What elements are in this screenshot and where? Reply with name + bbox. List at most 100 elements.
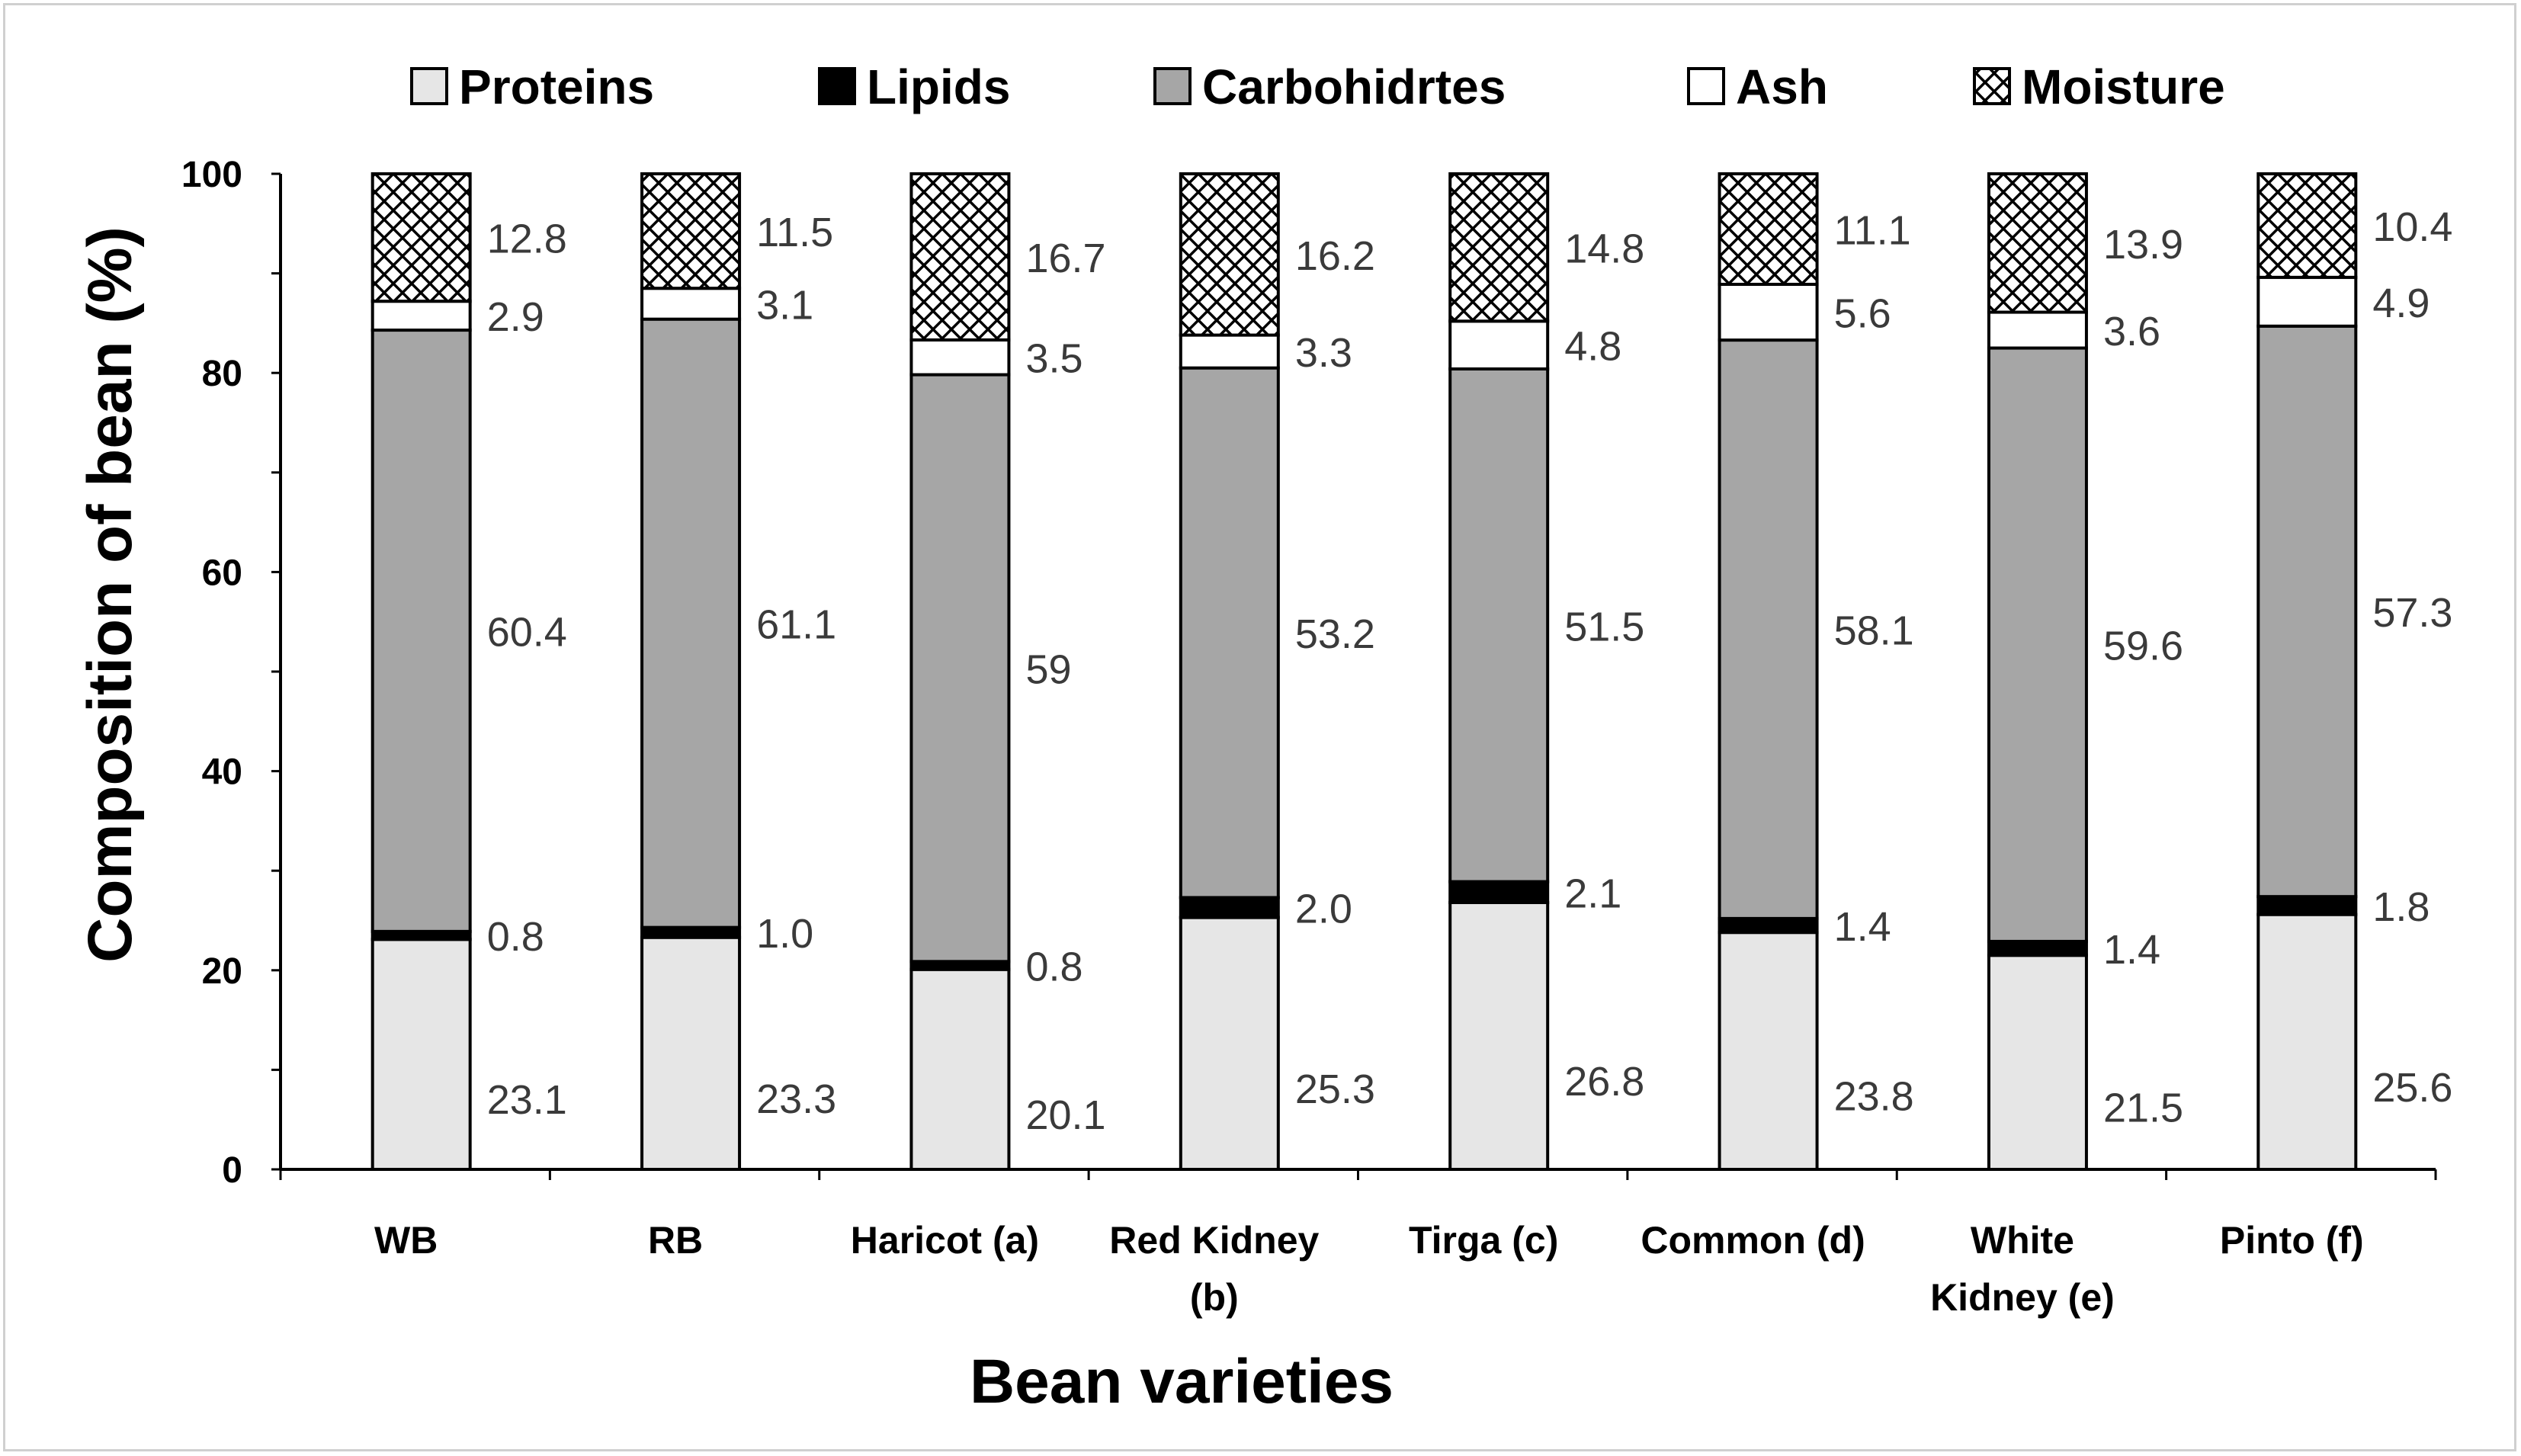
x-category-label: (b): [1190, 1276, 1239, 1319]
data-label-ash: 3.1: [756, 282, 813, 328]
y-tick-label: 60: [202, 553, 242, 593]
bar-segment-proteins: [640, 935, 742, 1172]
y-tick-label: 0: [222, 1150, 242, 1191]
bar-segment-lipids: [2256, 895, 2358, 916]
bar-segment-ash: [1448, 319, 1550, 370]
data-label-lipids: 1.0: [756, 911, 813, 957]
y-axis: 0 20 40 60 80 100: [181, 155, 282, 1191]
legend-label-carbohidrtes: Carbohidrtes: [1202, 59, 1506, 114]
legend-label-moisture: Moisture: [2022, 59, 2225, 114]
x-category-label: Red Kidney: [1109, 1219, 1319, 1262]
data-label-ash: 3.3: [1295, 330, 1352, 376]
x-axis-title: Bean varieties: [970, 1347, 1394, 1416]
bar-segment-moisture: [640, 172, 742, 290]
x-category-label: Kidney (e): [1930, 1276, 2115, 1319]
data-label-lipids: 1.4: [2103, 927, 2160, 973]
chart-frame: [3, 3, 2516, 1451]
bar-segment-proteins: [1179, 916, 1280, 1172]
data-label-moisture: 12.8: [487, 216, 567, 262]
bar-segment-lipids: [1718, 916, 1819, 935]
data-label-carbohidrtes: 61.1: [756, 602, 836, 648]
bar-segment-proteins: [1987, 954, 2088, 1171]
data-label-moisture: 11.1: [1834, 207, 1911, 253]
bar-segment-moisture: [1179, 172, 1280, 337]
bar-segment-ash: [2256, 275, 2358, 328]
x-axis: WB RB Haricot (a) Red Kidney (b) Tirga (c) Com…: [279, 1168, 2437, 1319]
bar-segment-ash: [1987, 310, 2088, 350]
bar-segment-carbohidrtes: [1987, 346, 2088, 943]
legend-swatch-proteins: [410, 67, 448, 105]
x-category-label: WB: [374, 1219, 438, 1262]
legend-label-ash: Ash: [1736, 59, 1828, 114]
data-label-moisture: 16.2: [1295, 233, 1375, 279]
y-tick-label: 40: [202, 752, 242, 793]
data-label-proteins: 23.1: [487, 1077, 567, 1123]
data-label-lipids: 2.1: [1564, 871, 1621, 916]
data-label-moisture: 10.4: [2372, 204, 2452, 250]
bar-segment-lipids: [1179, 896, 1280, 919]
bar-segment-lipids: [1987, 939, 2088, 957]
bar-segment-ash: [640, 287, 742, 321]
bar-segment-carbohidrtes: [1718, 338, 1819, 920]
legend-label-lipids: Lipids: [867, 59, 1010, 114]
bar-segment-lipids: [1448, 880, 1550, 904]
x-category-label: Haricot (a): [851, 1219, 1039, 1262]
bar-segment-proteins: [909, 967, 1011, 1171]
bar-segment-moisture: [1987, 172, 2088, 314]
x-category-label: White: [1971, 1219, 2074, 1262]
data-label-carbohidrtes: 59.6: [2103, 624, 2183, 669]
bar-segment-ash: [1179, 333, 1280, 370]
y-axis-title: Composition of bean (%): [75, 226, 145, 963]
bar-segment-moisture: [2256, 172, 2358, 279]
legend-swatch-moisture: [1973, 67, 2011, 105]
legend-swatch-ash: [1687, 67, 1725, 105]
data-label-lipids: 2.0: [1295, 887, 1352, 932]
data-label-proteins: 23.8: [1834, 1074, 1914, 1120]
data-label-moisture: 16.7: [1025, 236, 1105, 281]
bar-segment-ash: [909, 338, 1011, 377]
data-label-moisture: 11.5: [756, 210, 833, 255]
legend-swatch-carbohidrtes: [1153, 67, 1192, 105]
legend: Proteins Lipids Carbohidrtes Ash Moisture: [410, 59, 2225, 114]
data-label-proteins: 23.3: [756, 1076, 836, 1122]
bar-segment-proteins: [1448, 900, 1550, 1171]
legend-swatch-lipids: [818, 67, 856, 105]
data-label-carbohidrtes: 58.1: [1834, 608, 1914, 653]
bar-segment-proteins: [370, 938, 472, 1171]
data-label-carbohidrtes: 53.2: [1295, 611, 1375, 657]
data-label-lipids: 1.4: [1834, 904, 1891, 950]
bar-segment-proteins: [1718, 931, 1819, 1171]
y-tick-label: 20: [202, 951, 242, 992]
x-category-label: Pinto (f): [2220, 1219, 2364, 1262]
bar-segment-moisture: [370, 172, 472, 303]
data-label-carbohidrtes: 59: [1025, 646, 1071, 692]
data-label-proteins: 21.5: [2103, 1086, 2183, 1131]
data-label-moisture: 14.8: [1564, 226, 1644, 272]
bars: [370, 172, 2358, 1172]
data-label-carbohidrtes: 60.4: [487, 609, 567, 655]
bar-segment-carbohidrtes: [1448, 367, 1550, 884]
data-label-ash: 3.5: [1025, 336, 1082, 382]
bar-segment-carbohidrtes: [640, 317, 742, 929]
bar-segment-carbohidrtes: [909, 373, 1011, 964]
data-label-proteins: 25.6: [2372, 1065, 2452, 1111]
legend-label-proteins: Proteins: [459, 59, 654, 114]
x-category-label: RB: [648, 1219, 703, 1262]
data-label-lipids: 0.8: [1025, 944, 1082, 990]
y-tick-label: 80: [202, 354, 242, 394]
bar-segment-moisture: [1448, 172, 1550, 323]
x-category-label: Tirga (c): [1409, 1219, 1558, 1262]
data-label-moisture: 13.9: [2103, 222, 2183, 268]
data-label-ash: 3.6: [2103, 309, 2160, 354]
data-label-ash: 4.9: [2372, 281, 2430, 326]
bar-segment-ash: [1718, 282, 1819, 342]
data-label-ash: 4.8: [1564, 324, 1621, 370]
bar-segment-proteins: [2256, 912, 2358, 1171]
data-label-carbohidrtes: 57.3: [2372, 590, 2452, 636]
y-tick-label: 100: [181, 155, 242, 195]
bar-segment-moisture: [909, 172, 1011, 342]
data-label-lipids: 0.8: [487, 914, 544, 960]
data-label-proteins: 20.1: [1025, 1092, 1105, 1138]
bar-segment-carbohidrtes: [370, 329, 472, 933]
